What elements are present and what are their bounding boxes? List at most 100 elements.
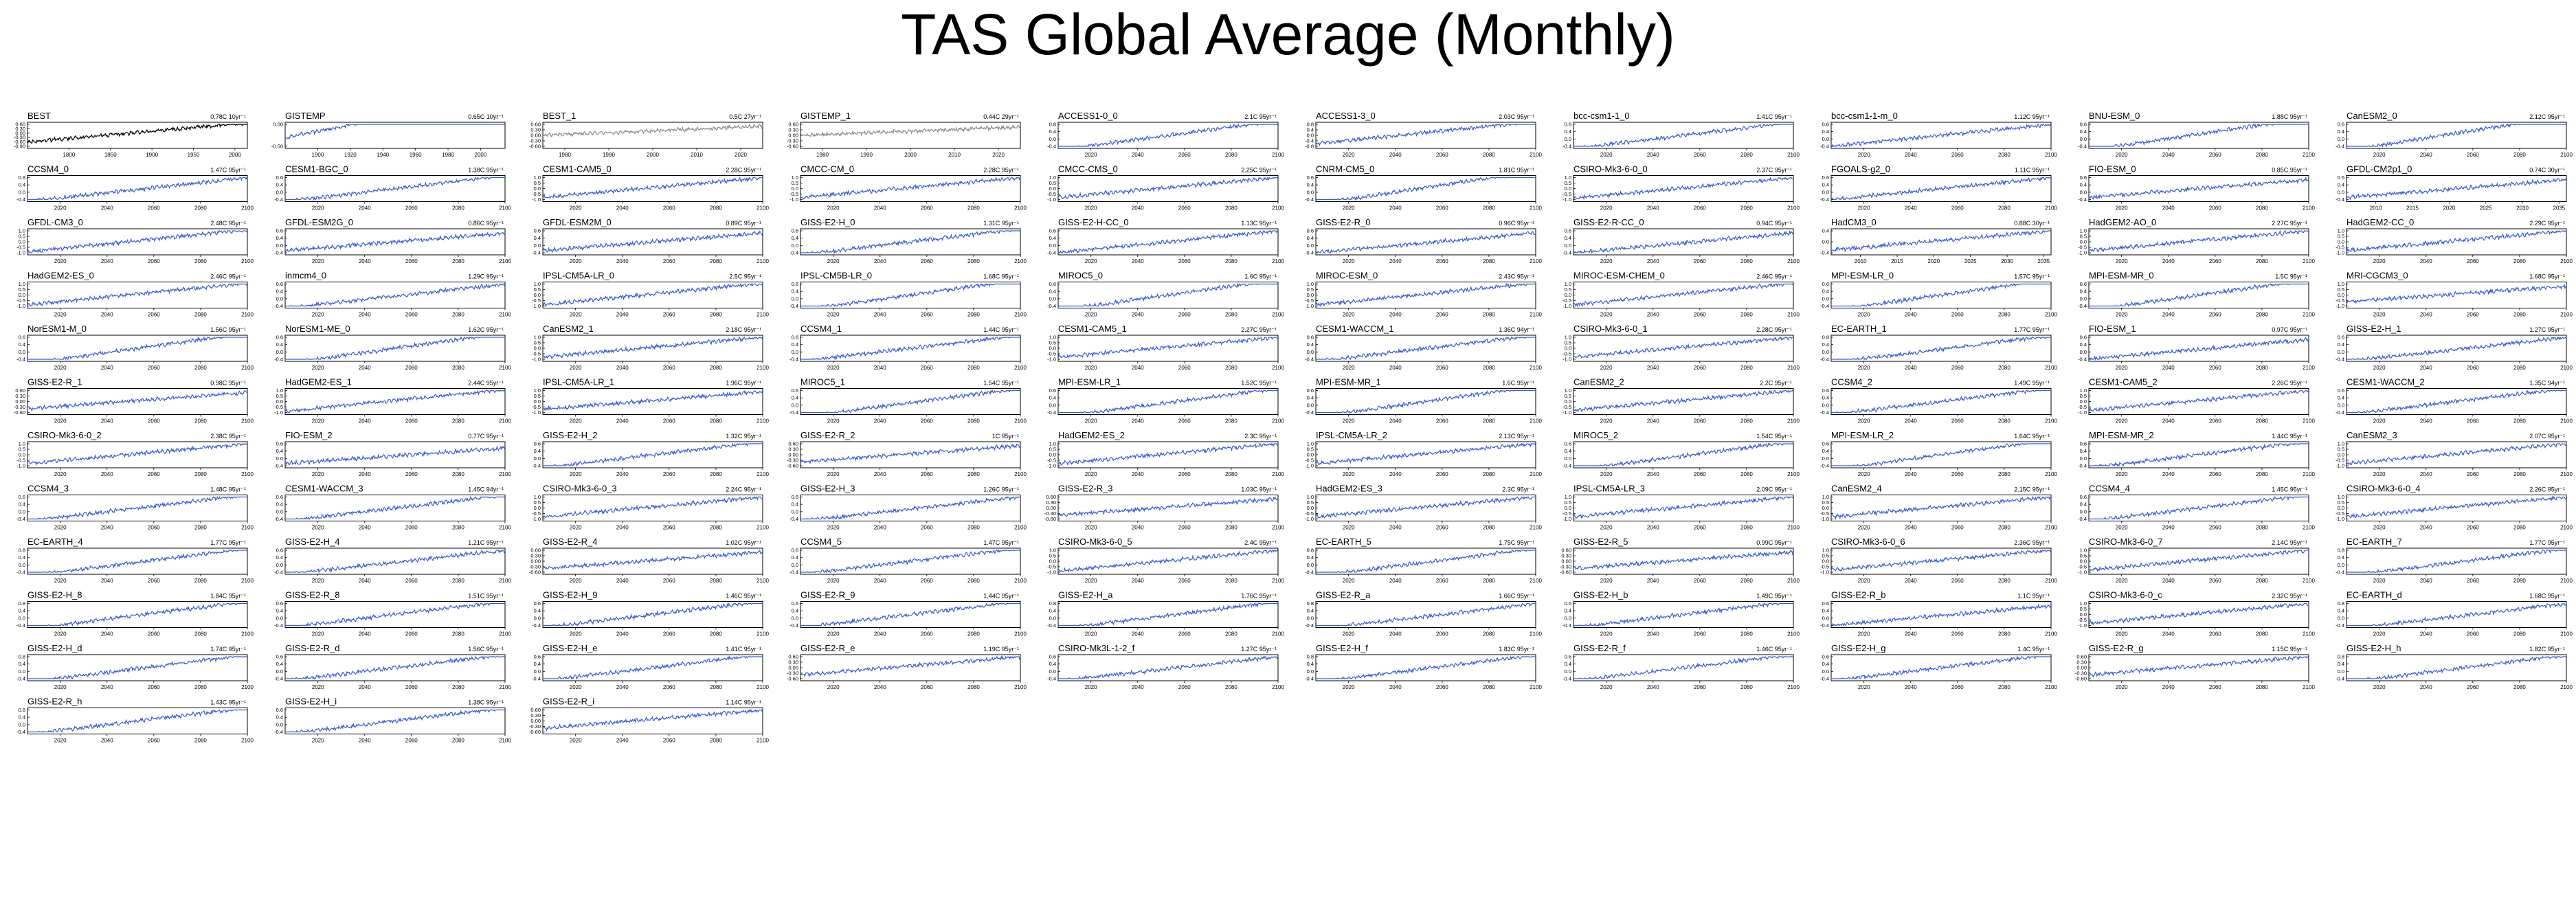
panel-GISS-E2-R-CC_0: GISS-E2-R-CC_0 0.94C 95yr⁻¹0.60.40.0-0.42… (1563, 217, 1800, 264)
trend-label: 1.62C 95yr⁻¹ (468, 326, 504, 333)
panel-MPI-ESM-LR_0: MPI-ESM-LR_0 1.57C 95yr⁻¹0.60.40.0-0.4202… (1820, 271, 2057, 318)
panel-title: BEST (27, 111, 51, 121)
x-tick-label: 2020 (1085, 152, 1097, 158)
x-tick-label: 2080 (2513, 525, 2526, 531)
x-tick-label: 2020 (1085, 418, 1097, 425)
y-tick-label: 1.0 (1049, 547, 1056, 554)
panel-title: CESM1-CAM5_2 (2089, 377, 2158, 387)
x-tick-label: 2060 (1436, 525, 1448, 531)
y-tick-label: 0.4 (1822, 448, 1829, 454)
panel-MPI-ESM-MR_2: MPI-ESM-MR_2 1.44C 95yr⁻¹0.60.40.0-0.4202… (2078, 430, 2315, 477)
x-tick-label: 2060 (2209, 152, 2221, 158)
trend-label: 1.38C 95yr⁻¹ (468, 699, 504, 706)
y-tick-label: 0.00 (15, 398, 25, 405)
x-tick-label: 2040 (359, 365, 371, 371)
y-tick-label: 0.4 (2080, 289, 2087, 295)
x-tick-label: 2040 (1389, 258, 1402, 264)
y-tick-label: 0.5 (1307, 499, 1314, 506)
series-line (2346, 443, 2567, 466)
panel-title: MIROC5_0 (1058, 271, 1103, 281)
x-tick-label: 2080 (1483, 578, 1495, 584)
x-tick-label: 2020 (54, 578, 67, 584)
y-tick-label: 0.0 (1307, 615, 1314, 621)
panel-GISS-E2-R_g: GISS-E2-R_g 1.15C 95yr⁻¹0.600.300.00-0.30… (2075, 643, 2316, 690)
trend-label: 2.15C 95yr⁻¹ (2014, 486, 2050, 493)
trend-label: 1.44C 95yr⁻¹ (2272, 433, 2307, 440)
y-tick-label: 0.6 (1049, 387, 1056, 394)
x-tick-label: 2020 (312, 525, 324, 531)
y-tick-label: 0.6 (534, 654, 541, 660)
trend-label: 2.25C 95yr⁻¹ (1241, 167, 1277, 174)
x-tick-label: 2020 (1343, 152, 1355, 158)
x-tick-label: 2080 (452, 205, 464, 212)
series-line (542, 123, 763, 138)
panel-title: CESM1-CAM5_1 (1058, 324, 1127, 334)
x-tick-label: 2060 (2467, 312, 2479, 318)
trend-label: 2.29C 95yr⁻¹ (2529, 220, 2565, 227)
plot-frame (1057, 601, 1279, 628)
panel-title: bcc-csm1-1-m_0 (1831, 111, 1898, 121)
y-tick-label: -0.5 (1820, 510, 1829, 517)
y-tick-label: -0.4 (16, 676, 25, 682)
panel-MPI-ESM-LR_2: MPI-ESM-LR_2 1.64C 95yr⁻¹0.60.40.0-0.4202… (1820, 430, 2057, 477)
x-tick-label: 2080 (967, 312, 980, 318)
series-line (2088, 389, 2309, 412)
x-tick-label: 2060 (148, 525, 160, 531)
y-tick-label: -0.4 (2336, 144, 2344, 150)
panel-MIROC-ESM-CHEM_0: MIROC-ESM-CHEM_0 2.46C 95yr⁻¹1.00.50.0-0.… (1563, 271, 1800, 318)
y-tick-label: 0.0 (1565, 185, 1571, 192)
y-tick-label: -0.30 (2075, 670, 2087, 677)
y-tick-label: 0.6 (276, 281, 283, 287)
y-tick-label: -1.0 (1820, 516, 1829, 522)
x-tick-label: 2060 (2209, 365, 2221, 371)
panel-title: GISS-E2-H_i (285, 697, 337, 707)
y-tick-label: 0.00 (530, 718, 541, 724)
y-tick-label: 0.8 (2338, 654, 2344, 660)
x-tick-label: 2060 (2209, 578, 2221, 584)
x-tick-label: 2020 (1858, 684, 1870, 690)
x-tick-label: 2060 (2209, 684, 2221, 690)
x-tick-label: 2100 (2045, 578, 2057, 584)
x-tick-label: 2035 (2553, 205, 2565, 212)
x-tick-label: 2060 (1436, 684, 1448, 690)
trend-label: 1.77C 95yr⁻¹ (2014, 326, 2050, 333)
y-tick-label: 0.4 (19, 501, 25, 508)
plot-frame (284, 495, 506, 521)
plot-frame (1315, 228, 1536, 256)
plot-frame (284, 335, 506, 362)
x-tick-label: 2040 (2162, 525, 2175, 531)
x-tick-label: 2020 (1600, 258, 1613, 264)
panel-CESM1-CAM5_0: CESM1-CAM5_0 2.28C 95yr⁻¹1.00.50.0-0.5-1.… (532, 164, 769, 212)
y-tick-label: 0.6 (276, 494, 283, 500)
x-tick-label: 2020 (54, 738, 67, 744)
panel-title: GISS-E2-R_h (27, 697, 82, 707)
x-tick-label: 2080 (1225, 365, 1237, 371)
x-tick-label: 2060 (1436, 152, 1448, 158)
y-tick-label: 1.0 (19, 441, 25, 447)
x-tick-label: 2040 (1132, 578, 1144, 584)
y-tick-label: 1.0 (1049, 335, 1056, 341)
y-tick-label: 0.4 (1049, 235, 1056, 241)
trend-label: 2.36C 95yr⁻¹ (2014, 539, 2050, 546)
y-tick-label: -1.0 (532, 303, 541, 309)
series-line (542, 177, 763, 199)
x-tick-label: 2100 (1272, 525, 1284, 531)
y-tick-label: 0.4 (1307, 608, 1314, 614)
x-tick-label: 2060 (1694, 684, 1706, 690)
plot-frame (27, 335, 248, 362)
x-tick-label: 2100 (241, 578, 254, 584)
y-tick-label: -1.0 (16, 463, 25, 469)
y-tick-label: 0.8 (2338, 547, 2344, 554)
x-tick-label: 2020 (312, 631, 324, 637)
x-tick-label: 2080 (1998, 471, 2011, 477)
trend-label: 1.44C 95yr⁻¹ (983, 326, 1019, 333)
y-tick-label: -0.4 (789, 569, 798, 576)
x-tick-label: 2020 (1085, 365, 1097, 371)
series-line (2088, 602, 2309, 626)
series-line (27, 549, 247, 574)
y-tick-label: 0.4 (1565, 661, 1571, 667)
series-line (1315, 123, 1536, 147)
y-tick-label: -0.60 (529, 569, 541, 576)
y-tick-label: 0.4 (1822, 661, 1829, 667)
